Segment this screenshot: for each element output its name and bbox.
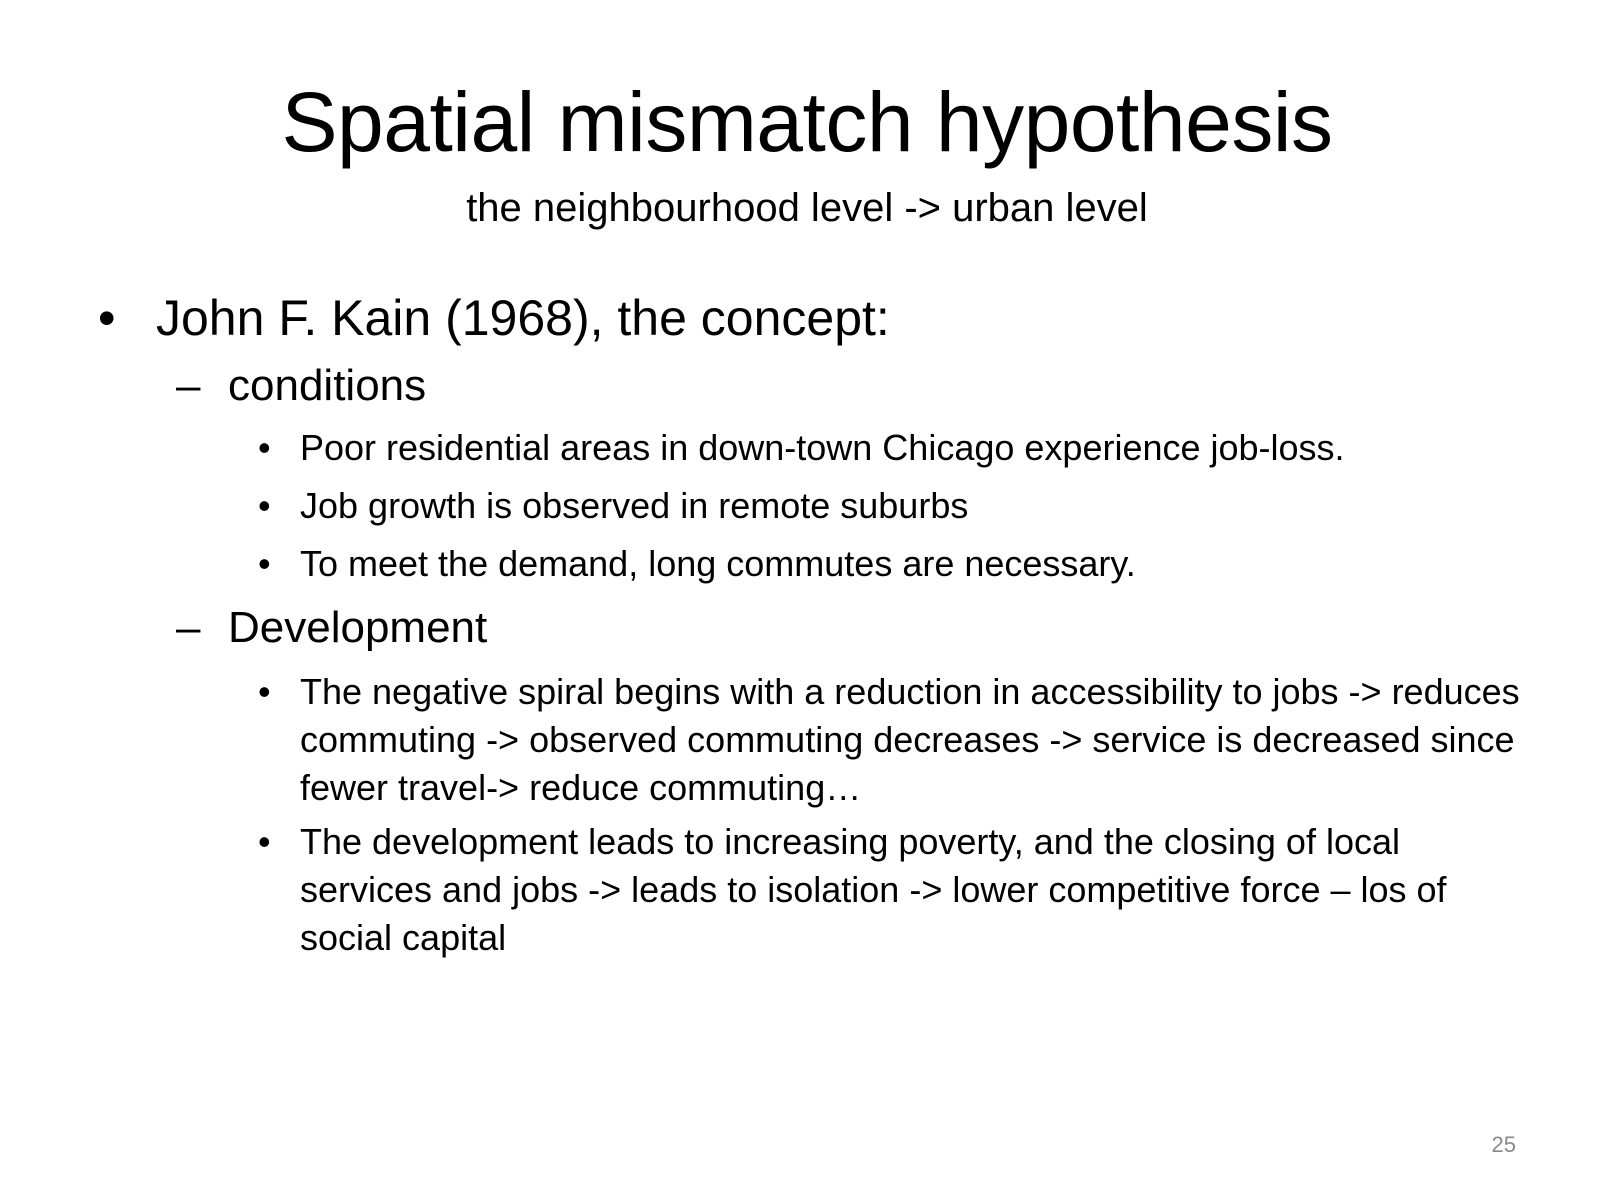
slide-subtitle: the neighbourhood level -> urban level bbox=[466, 186, 1148, 230]
bullet-marker: • bbox=[258, 671, 271, 712]
list-item-text: To meet the demand, long commutes are ne… bbox=[300, 543, 1136, 584]
section-heading-text: Development bbox=[228, 603, 488, 652]
list-item-text: The negative spiral begins with a reduct… bbox=[300, 671, 1520, 808]
bullet-marker: • bbox=[98, 290, 116, 346]
section-heading-text: conditions bbox=[228, 361, 427, 410]
list-item-text: Poor residential areas in down-town Chic… bbox=[300, 427, 1345, 468]
bullet-marker: • bbox=[258, 543, 271, 584]
list-item-text: Job growth is observed in remote suburbs bbox=[300, 485, 969, 526]
list-item-text: The development leads to increasing pove… bbox=[300, 821, 1447, 958]
bullet-marker: • bbox=[258, 427, 271, 468]
bullet-marker: • bbox=[258, 485, 271, 526]
page-number: 25 bbox=[1491, 1132, 1516, 1157]
bullet-marker: • bbox=[258, 821, 271, 862]
dash-marker: – bbox=[176, 361, 201, 410]
main-bullet-text: John F. Kain (1968), the concept: bbox=[156, 290, 890, 346]
dash-marker: – bbox=[176, 603, 201, 652]
slide-title: Spatial mismatch hypothesis bbox=[281, 75, 1333, 169]
